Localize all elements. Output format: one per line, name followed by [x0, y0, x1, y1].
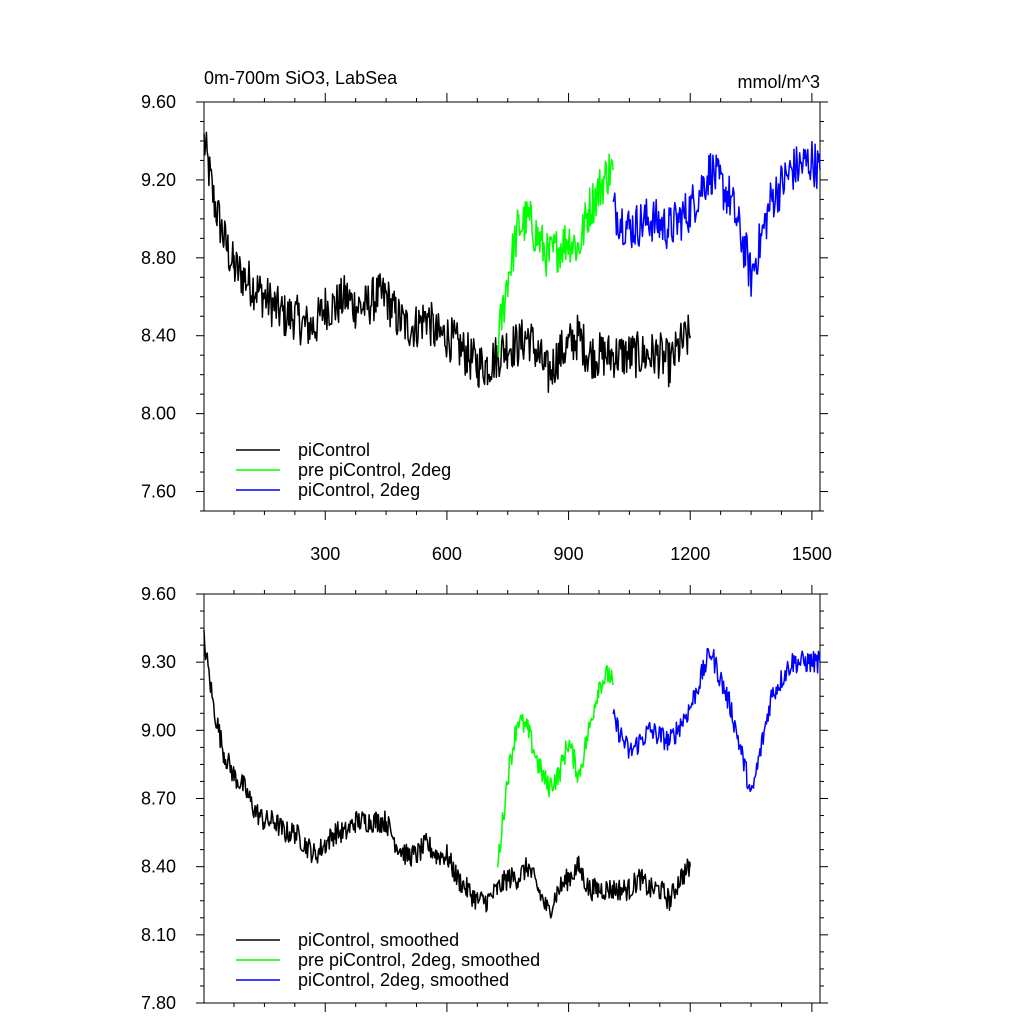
- y-tick-label: 8.40: [141, 857, 176, 877]
- y-tick-label: 7.80: [141, 993, 176, 1013]
- top-panel: 0m-700m SiO3, LabSea mmol/m^3 7.60 8.00 8.…: [141, 68, 832, 564]
- bottom-panel: 7.80 8.10 8.40 8.70 9.00 9.30 9.60 piControl, s…: [141, 584, 828, 1013]
- y-tick-label: 9.60: [141, 584, 176, 604]
- x-tick-label: 900: [554, 544, 584, 564]
- legend-label: piControl, smoothed: [298, 930, 459, 950]
- plot-frame: [203, 593, 821, 1004]
- series-line: [203, 629, 691, 919]
- series-line: [612, 647, 821, 793]
- legend-label: piControl, 2deg: [298, 480, 420, 500]
- y-tick-label: 9.20: [141, 170, 176, 190]
- y-tick-label: 9.60: [141, 92, 176, 112]
- legend-label: pre piControl, 2deg, smoothed: [298, 950, 540, 970]
- x-tick-label: 1500: [792, 544, 832, 564]
- y-tick-label: 9.30: [141, 652, 176, 672]
- y-tick-label: 8.70: [141, 789, 176, 809]
- series-line: [496, 153, 614, 358]
- series-line: [496, 664, 614, 868]
- legend-label: pre piControl, 2deg: [298, 460, 451, 480]
- x-tick-label: 600: [432, 544, 462, 564]
- x-tick-label: 1200: [670, 544, 710, 564]
- y-tick-label: 8.80: [141, 248, 176, 268]
- y-tick-label: 8.10: [141, 925, 176, 945]
- plot-frame: [203, 101, 821, 512]
- y-tick-label: 9.00: [141, 720, 176, 740]
- chart-title: 0m-700m SiO3, LabSea: [204, 68, 398, 88]
- series-line: [203, 131, 691, 393]
- series-line: [612, 140, 821, 297]
- y-tick-label: 8.00: [141, 404, 176, 424]
- y-tick-label: 7.60: [141, 482, 176, 502]
- units-label: mmol/m^3: [738, 72, 820, 92]
- y-tick-label: 8.40: [141, 326, 176, 346]
- x-tick-label: 300: [310, 544, 340, 564]
- legend-label: piControl, 2deg, smoothed: [298, 970, 509, 990]
- legend-label: piControl: [298, 440, 370, 460]
